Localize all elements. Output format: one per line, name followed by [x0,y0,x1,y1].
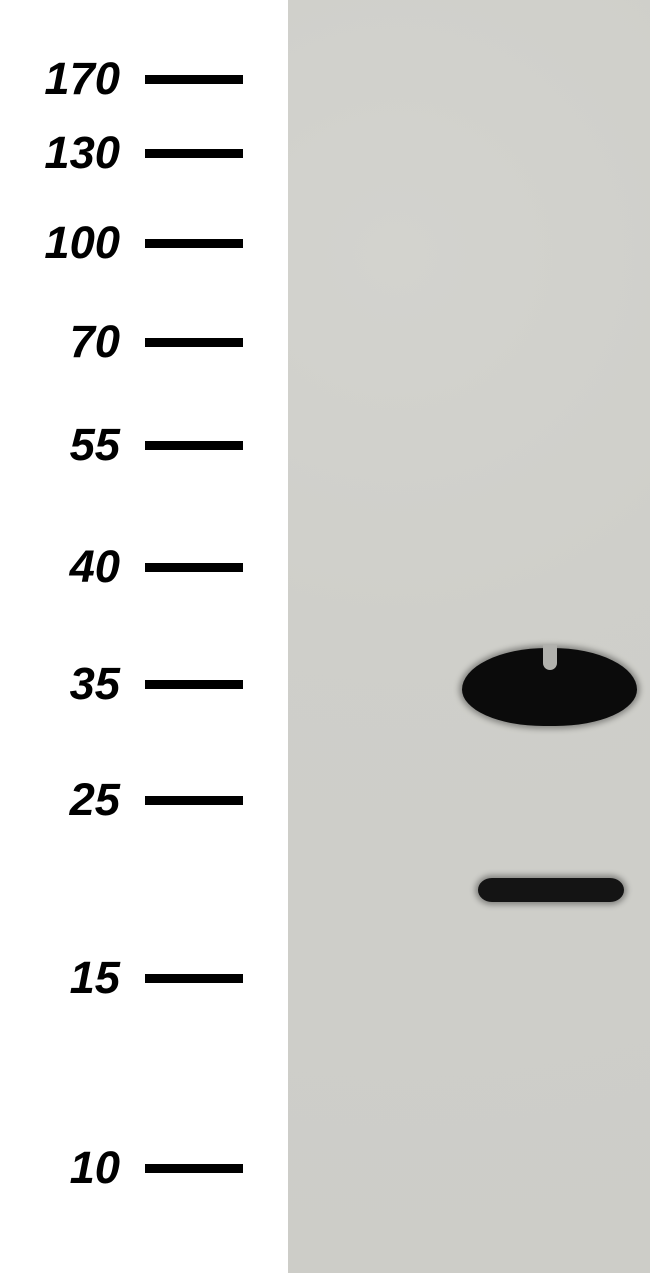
mw-tick-130 [145,149,243,158]
mw-label-25: 25 [0,777,120,822]
mw-tick-100 [145,239,243,248]
mw-tick-40 [145,563,243,572]
mw-label-35: 35 [0,661,120,706]
mw-tick-25 [145,796,243,805]
mw-tick-10 [145,1164,243,1173]
mw-label-100: 100 [0,220,120,265]
band-22kda [478,878,624,902]
band-35kda-notch [543,644,557,670]
mw-tick-15 [145,974,243,983]
mw-tick-35 [145,680,243,689]
blot-membrane [288,0,650,1273]
mw-label-130: 130 [0,130,120,175]
mw-label-40: 40 [0,544,120,589]
mw-label-15: 15 [0,955,120,1000]
mw-label-170: 170 [0,56,120,101]
mw-label-55: 55 [0,422,120,467]
mw-label-10: 10 [0,1145,120,1190]
mw-tick-170 [145,75,243,84]
mw-tick-55 [145,441,243,450]
mw-tick-70 [145,338,243,347]
mw-label-70: 70 [0,319,120,364]
western-blot-figure: 170 130 100 70 55 40 35 25 15 10 [0,0,650,1273]
